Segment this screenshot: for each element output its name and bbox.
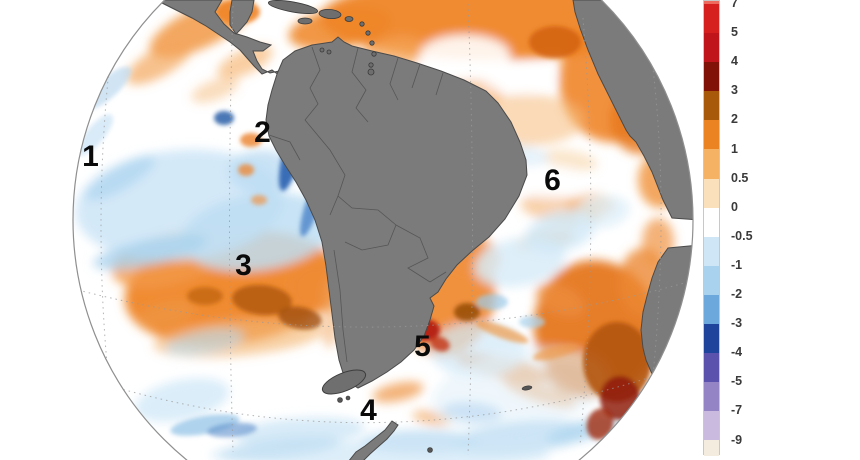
land-yucatan [229, 0, 255, 35]
region-label-6: 6 [544, 164, 561, 197]
colorbar-segment [704, 178, 719, 208]
globe-svg [72, 0, 694, 460]
country-borders [268, 46, 447, 363]
region-label-2: 2 [254, 116, 271, 149]
colorbar-tick-label: -5 [731, 374, 743, 389]
colorbar [703, 0, 720, 456]
region-label-5: 5 [414, 330, 431, 363]
colorbar-tick-label: -9 [731, 432, 743, 447]
colorbar-tick-label: 2 [731, 112, 738, 127]
colorbar-tick-label: 4 [731, 54, 738, 69]
colorbar-tick-label: -7 [731, 403, 743, 418]
colorbar-segment [704, 33, 719, 63]
islands-caribbean [267, 0, 377, 76]
colorbar-tick-label: 7 [731, 0, 738, 10]
colorbar-tick-label: -2 [731, 287, 743, 301]
globe-outline [72, 0, 694, 460]
colorbar-segment [704, 353, 719, 383]
colorbar-segment [704, 265, 719, 295]
land-antarctic-peninsula [341, 420, 399, 460]
region-label-3: 3 [235, 249, 252, 282]
colorbar-segment [704, 91, 719, 121]
colorbar-segment [704, 382, 719, 412]
colorbar-segment [704, 324, 719, 354]
colorbar-segment [704, 207, 719, 237]
colorbar-segment [704, 236, 719, 266]
colorbar-tick-label: -3 [731, 316, 743, 331]
graticule [77, 3, 689, 456]
colorbar-segment [704, 120, 719, 150]
colorbar-segment [704, 149, 719, 179]
globe-map: 1 2 3 4 5 6 [72, 0, 694, 460]
colorbar-tick-label: 3 [731, 83, 738, 98]
land-south-america [265, 36, 528, 389]
colorbar-segment [704, 440, 719, 456]
colorbar-segment [704, 4, 719, 34]
islands-southern-ocean [337, 385, 533, 453]
colorbar-tick-label: -0.5 [731, 228, 753, 243]
island-tierra-del-fuego [321, 369, 367, 395]
colorbar-tick-label: 0 [731, 199, 738, 214]
colorbar-tick-label: 5 [731, 25, 738, 40]
colorbar-tick-label: -1 [731, 257, 743, 272]
colorbar-segment [704, 411, 719, 441]
colorbar-segment [704, 62, 719, 92]
colorbar-segment [704, 294, 719, 325]
colorbar-segment [704, 1, 719, 4]
colorbar-tick-label: -4 [731, 345, 743, 360]
colorbar-tick-label: 1 [731, 141, 738, 156]
region-label-1: 1 [82, 140, 99, 173]
region-label-4: 4 [360, 394, 377, 427]
colorbar-tick-label: 0.5 [731, 170, 749, 185]
